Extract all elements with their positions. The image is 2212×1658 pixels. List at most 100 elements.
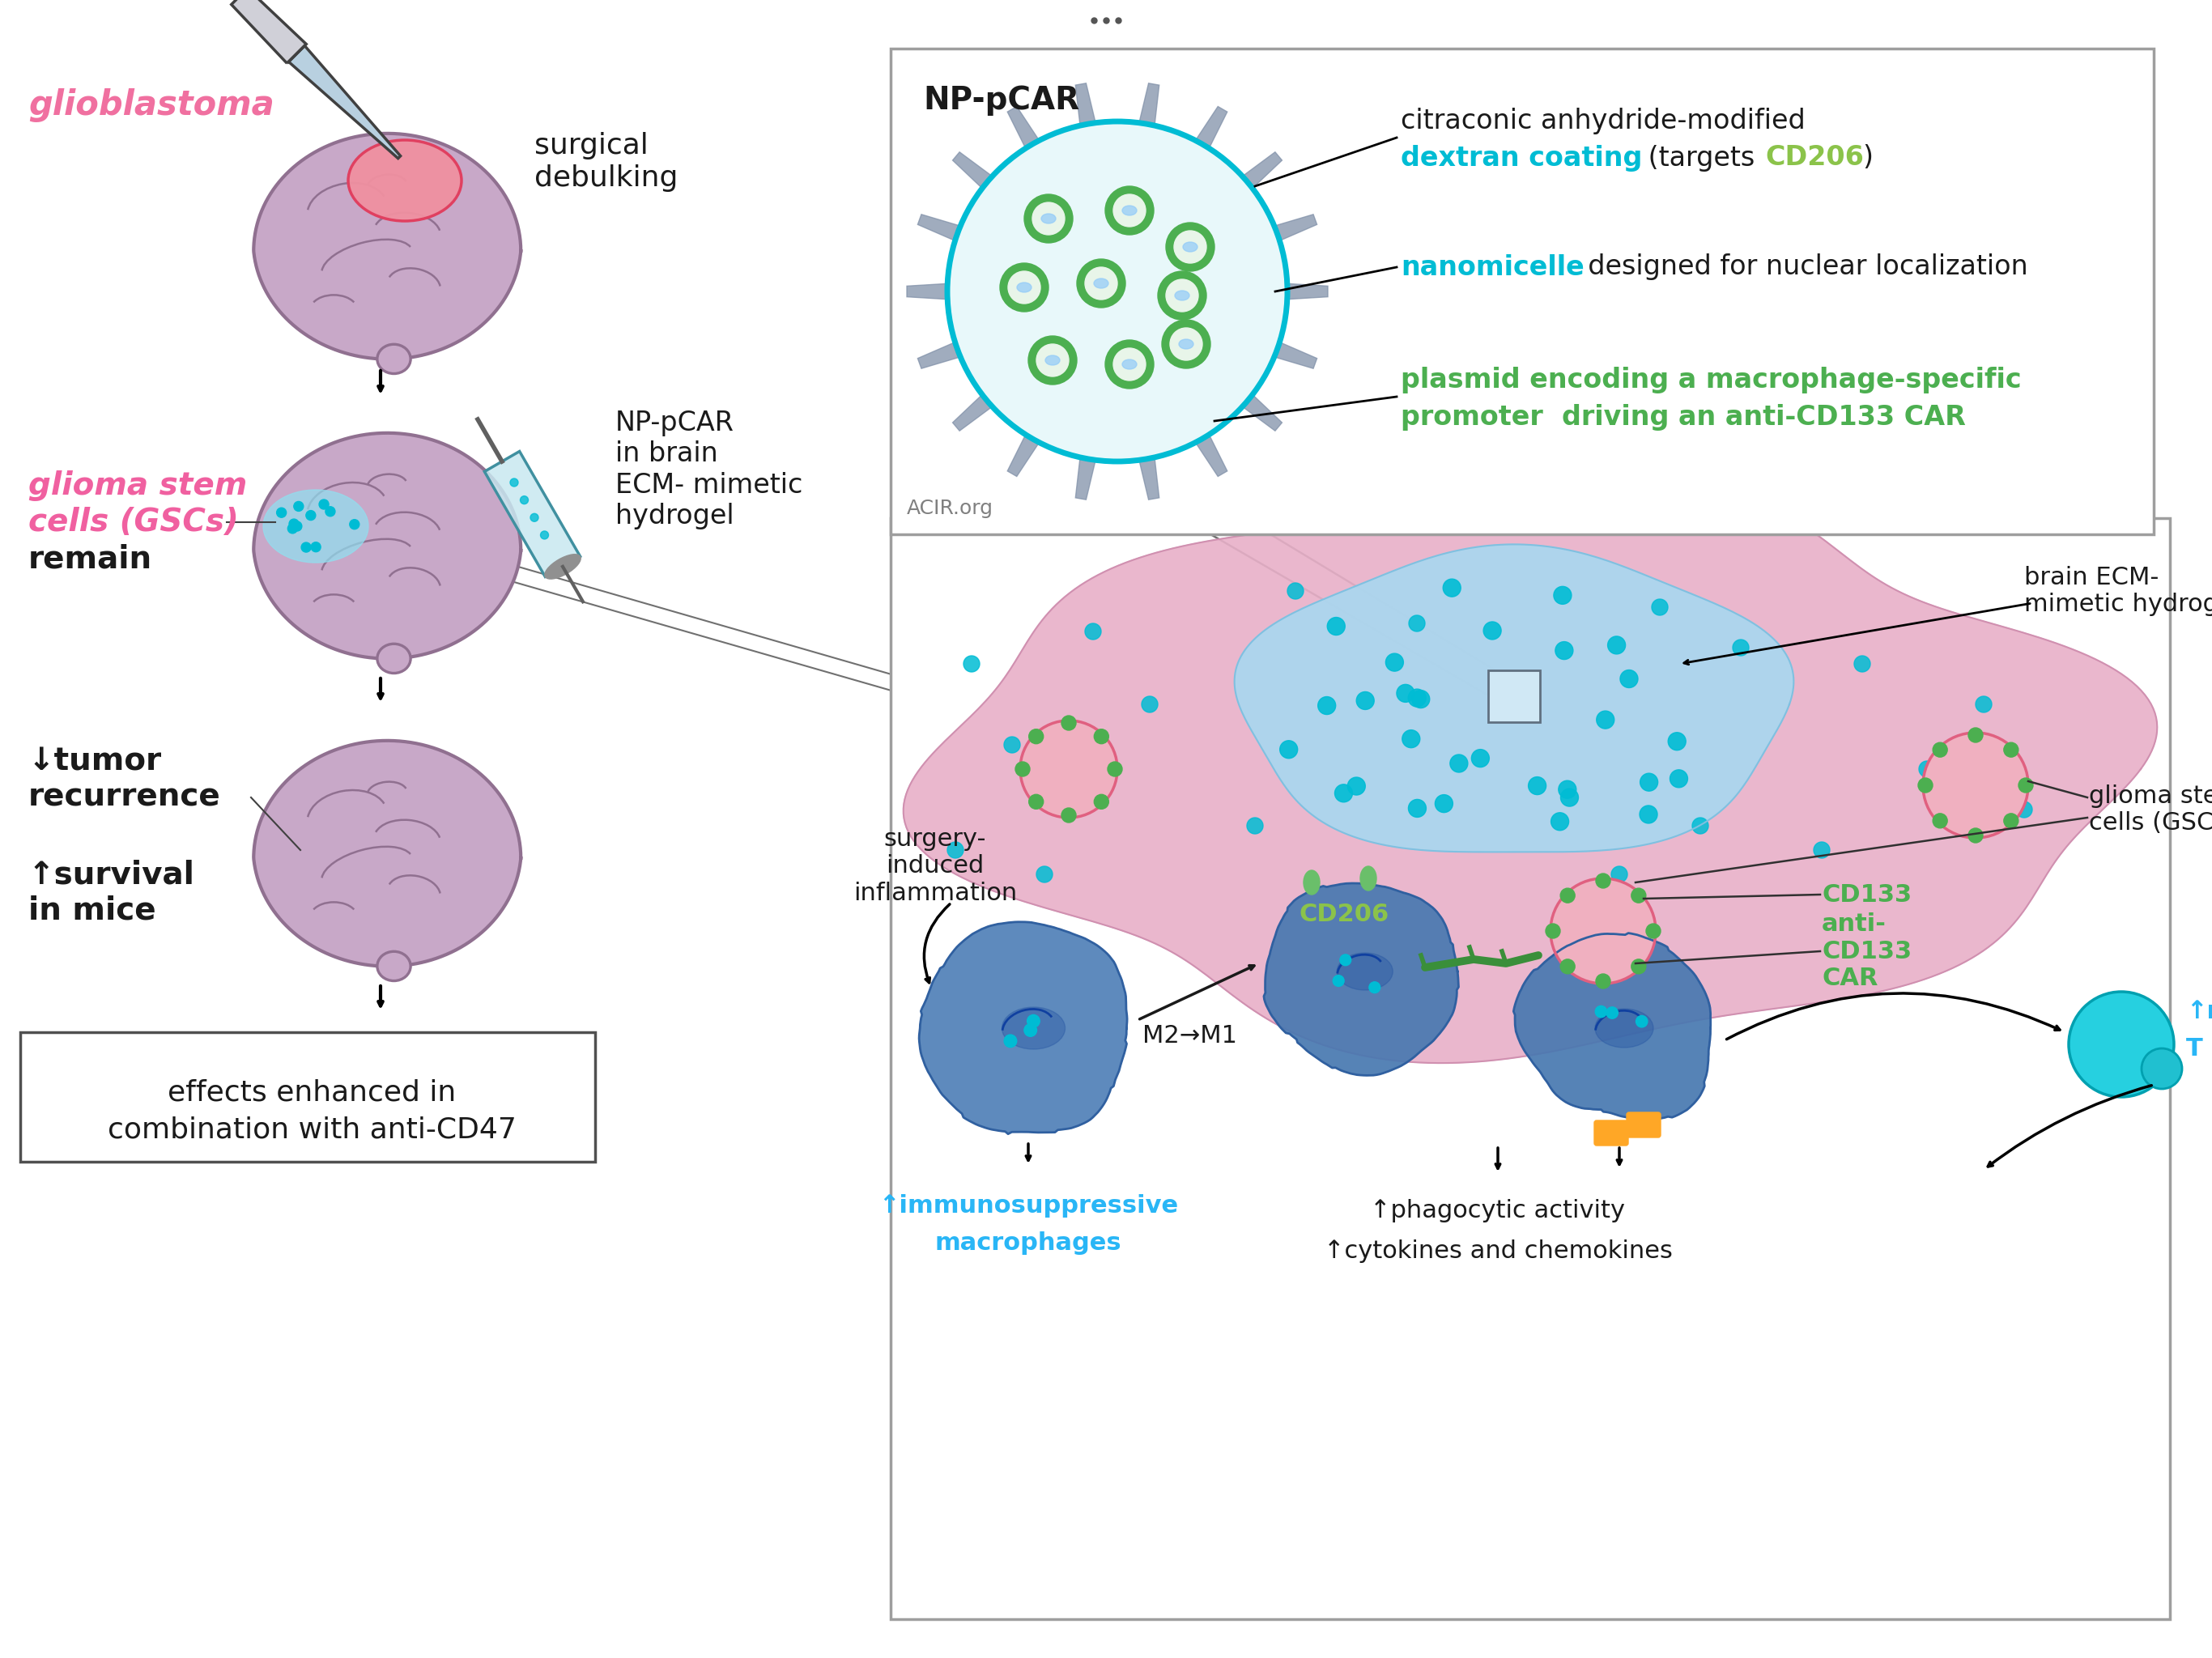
Circle shape: [1327, 617, 1345, 635]
Circle shape: [1287, 584, 1303, 599]
Circle shape: [1334, 975, 1345, 987]
Circle shape: [540, 531, 549, 539]
Polygon shape: [288, 46, 400, 159]
Circle shape: [1029, 730, 1044, 744]
Polygon shape: [232, 0, 305, 63]
Circle shape: [1553, 587, 1571, 604]
Polygon shape: [1006, 106, 1042, 153]
Text: designed for nuclear localization: designed for nuclear localization: [1571, 254, 2028, 280]
Text: effects enhanced in: effects enhanced in: [168, 1079, 456, 1106]
Circle shape: [1732, 640, 1750, 657]
Circle shape: [1113, 348, 1146, 380]
Circle shape: [947, 842, 964, 859]
Circle shape: [1637, 1016, 1648, 1028]
Circle shape: [1409, 690, 1427, 706]
Circle shape: [1608, 637, 1626, 653]
Ellipse shape: [263, 489, 369, 562]
Ellipse shape: [1121, 360, 1137, 370]
Circle shape: [1009, 272, 1040, 303]
Circle shape: [1595, 874, 1610, 889]
Text: remain: remain: [29, 544, 153, 574]
Circle shape: [1281, 741, 1298, 758]
Circle shape: [1646, 924, 1661, 938]
Circle shape: [1606, 1006, 1617, 1018]
Circle shape: [1922, 733, 2028, 837]
Polygon shape: [1263, 884, 1458, 1076]
Text: M2→M1: M2→M1: [1144, 1025, 1237, 1048]
Circle shape: [1562, 789, 1579, 806]
Ellipse shape: [1336, 953, 1394, 990]
Circle shape: [1024, 194, 1073, 242]
Circle shape: [1639, 773, 1657, 791]
Circle shape: [2004, 814, 2017, 827]
Circle shape: [1546, 924, 1559, 938]
Circle shape: [1029, 794, 1044, 809]
Circle shape: [2020, 778, 2033, 793]
Ellipse shape: [1183, 242, 1197, 252]
Circle shape: [1555, 642, 1573, 660]
Circle shape: [292, 521, 301, 531]
Circle shape: [1409, 799, 1427, 817]
Circle shape: [294, 501, 303, 511]
Circle shape: [1385, 653, 1402, 671]
Polygon shape: [1075, 454, 1097, 499]
Text: ↑cytokines and chemokines: ↑cytokines and chemokines: [1323, 1239, 1672, 1262]
Circle shape: [1595, 973, 1610, 988]
Polygon shape: [1270, 214, 1316, 242]
Circle shape: [1062, 716, 1075, 730]
Text: citraconic anhydride-modified: citraconic anhydride-modified: [1400, 108, 1805, 134]
Circle shape: [1157, 272, 1206, 320]
Text: CD206: CD206: [1765, 144, 1865, 171]
Polygon shape: [918, 214, 964, 242]
Circle shape: [1409, 615, 1425, 632]
Text: in mice: in mice: [29, 895, 157, 927]
Circle shape: [2004, 743, 2017, 758]
Circle shape: [1062, 807, 1075, 822]
Ellipse shape: [1179, 340, 1194, 348]
Text: recurrence: recurrence: [29, 783, 221, 812]
Circle shape: [1095, 794, 1108, 809]
Circle shape: [1170, 328, 1203, 360]
Ellipse shape: [1595, 1008, 1652, 1048]
Circle shape: [1551, 812, 1568, 831]
Circle shape: [1610, 865, 1628, 882]
Text: ACIR.org: ACIR.org: [907, 499, 993, 517]
Text: ↑memory: ↑memory: [2185, 1000, 2212, 1023]
Polygon shape: [254, 741, 520, 967]
Polygon shape: [953, 391, 995, 431]
Circle shape: [312, 542, 321, 552]
Circle shape: [1969, 829, 1982, 842]
Ellipse shape: [1175, 290, 1190, 300]
FancyBboxPatch shape: [1626, 1113, 1661, 1137]
Polygon shape: [1513, 933, 1710, 1121]
Circle shape: [1411, 690, 1429, 708]
Ellipse shape: [1002, 1006, 1066, 1050]
Circle shape: [1969, 728, 1982, 743]
Circle shape: [1595, 1006, 1606, 1018]
Circle shape: [1141, 696, 1157, 713]
Text: macrophages: macrophages: [936, 1230, 1121, 1255]
Circle shape: [1340, 955, 1352, 965]
Circle shape: [1402, 730, 1420, 748]
Text: combination with anti-CD47: combination with anti-CD47: [108, 1116, 515, 1142]
FancyBboxPatch shape: [891, 517, 2170, 1620]
Polygon shape: [254, 433, 520, 658]
Text: ↓tumor: ↓tumor: [29, 746, 161, 776]
Circle shape: [1436, 794, 1453, 812]
Circle shape: [947, 121, 1287, 461]
Circle shape: [1528, 778, 1546, 794]
Circle shape: [1020, 721, 1117, 817]
Ellipse shape: [1042, 214, 1055, 224]
Circle shape: [1652, 599, 1668, 615]
Circle shape: [1639, 806, 1657, 824]
Ellipse shape: [378, 643, 411, 673]
Text: surgical
debulking: surgical debulking: [535, 133, 679, 192]
Circle shape: [276, 507, 285, 517]
Circle shape: [1854, 657, 1871, 671]
Circle shape: [301, 542, 312, 552]
Circle shape: [2141, 1048, 2181, 1089]
Circle shape: [1108, 761, 1121, 776]
Circle shape: [1918, 761, 1936, 778]
Ellipse shape: [1046, 355, 1060, 365]
Text: (targets: (targets: [1639, 144, 1763, 171]
